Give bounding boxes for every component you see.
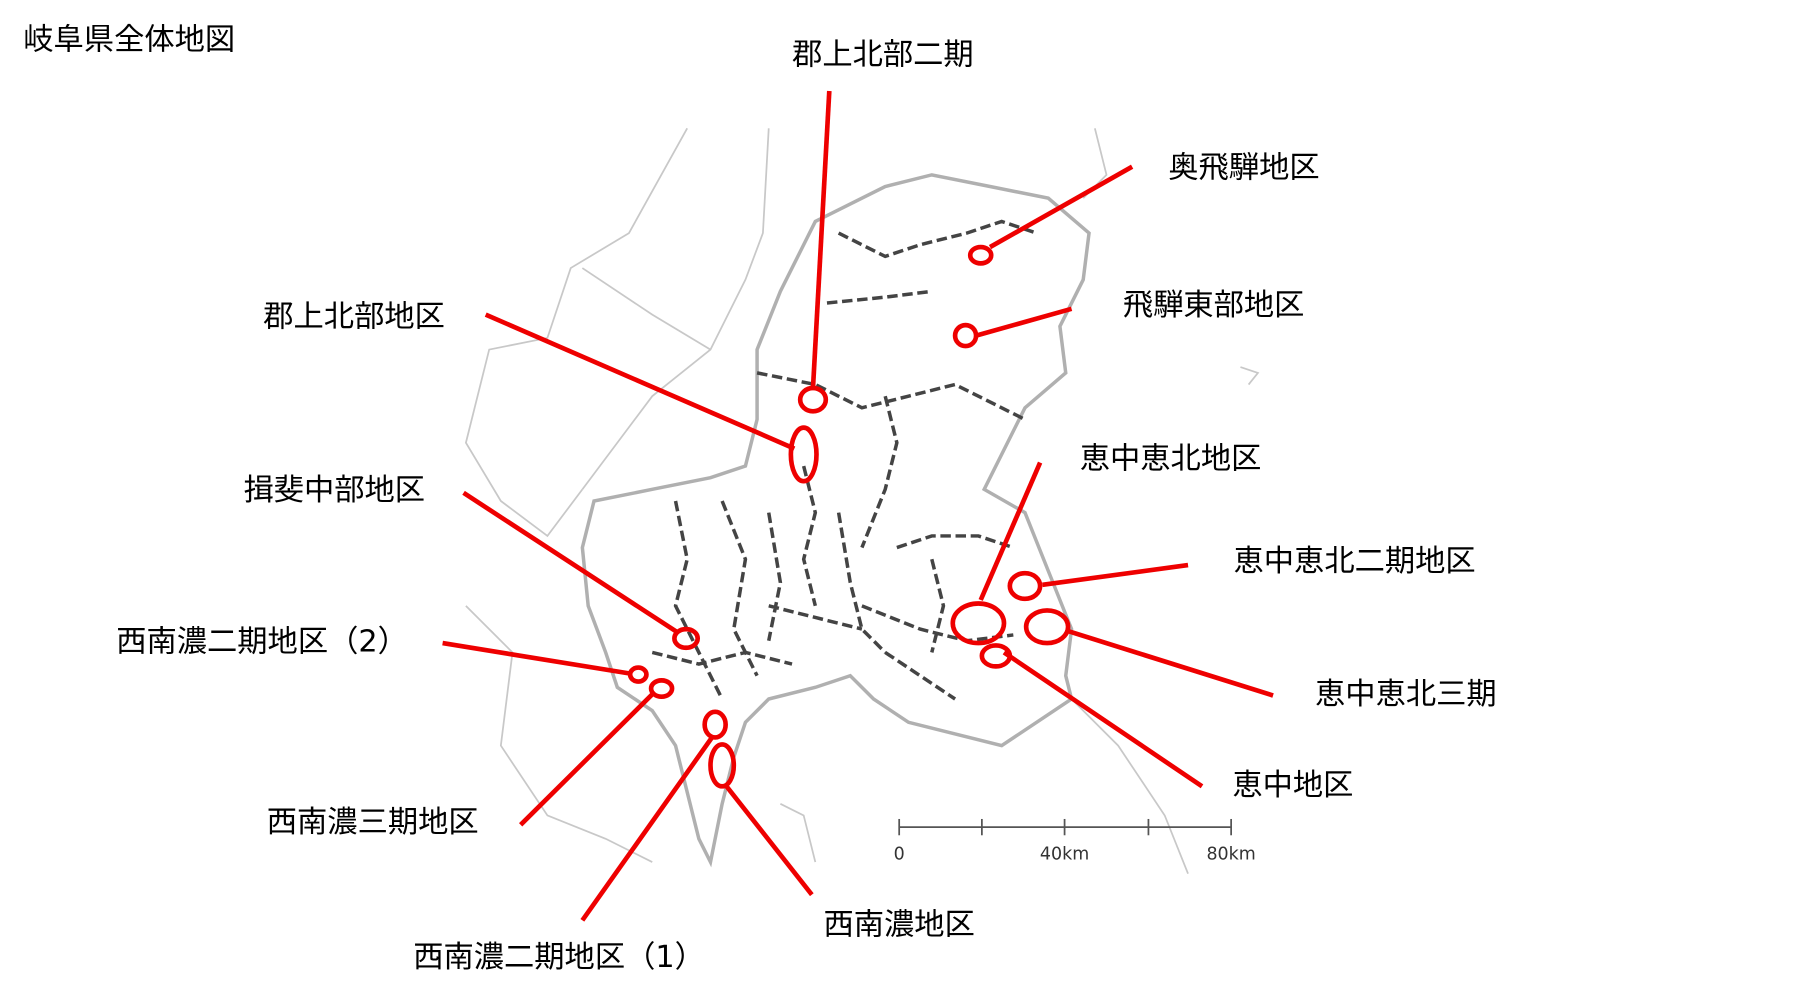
area-marker <box>952 322 979 349</box>
scale-label: 80km <box>1206 845 1255 865</box>
area-marker <box>627 665 649 684</box>
area-label: 西南濃二期地区（1） <box>413 940 705 975</box>
area-label: 恵中地区 <box>1232 768 1353 803</box>
leader-line <box>978 461 1043 601</box>
leader-line <box>810 90 832 389</box>
area-label: 郡上北部二期 <box>792 38 974 73</box>
area-label: 揖斐中部地区 <box>243 473 425 508</box>
base-map <box>464 127 1260 875</box>
map-title: 岐阜県全体地図 <box>23 22 235 57</box>
leader-line <box>580 734 715 922</box>
scale-bar: 0 40km 80km <box>894 818 1256 865</box>
area-label: 奥飛騨地区 <box>1168 151 1319 186</box>
area-marker <box>788 425 819 484</box>
area-label: 郡上北部地区 <box>263 300 445 335</box>
area-label: 恵中恵北三期 <box>1315 677 1497 712</box>
leader-line <box>723 783 814 897</box>
area-marker <box>1007 570 1043 602</box>
leader-line <box>975 306 1073 338</box>
area-label: 恵中恵北二期地区 <box>1234 544 1476 579</box>
leader-line <box>462 490 680 635</box>
leader-line <box>1068 629 1274 698</box>
area-marker <box>648 678 675 700</box>
area-label: 西南濃二期地区（2） <box>116 625 408 660</box>
scale-label: 40km <box>1040 845 1089 865</box>
area-marker <box>797 385 829 414</box>
area-marker <box>967 244 994 266</box>
area-label: 西南濃三期地区 <box>267 805 479 840</box>
area-label: 西南濃地区 <box>824 908 975 943</box>
area-marker <box>702 709 728 740</box>
leader-line <box>484 312 796 451</box>
leader-line <box>442 640 630 676</box>
area-marker <box>950 601 1007 646</box>
area-marker <box>708 742 737 789</box>
area-marker <box>1023 608 1071 646</box>
leader-line <box>1002 650 1204 789</box>
area-label: 飛騨東部地区 <box>1123 288 1305 323</box>
scale-label: 0 <box>894 845 905 865</box>
leader-line <box>519 692 654 827</box>
area-marker <box>979 643 1013 669</box>
area-label: 恵中恵北地区 <box>1080 442 1262 477</box>
area-marker <box>672 626 701 651</box>
leader-line <box>988 164 1134 250</box>
leader-line <box>1042 562 1189 588</box>
